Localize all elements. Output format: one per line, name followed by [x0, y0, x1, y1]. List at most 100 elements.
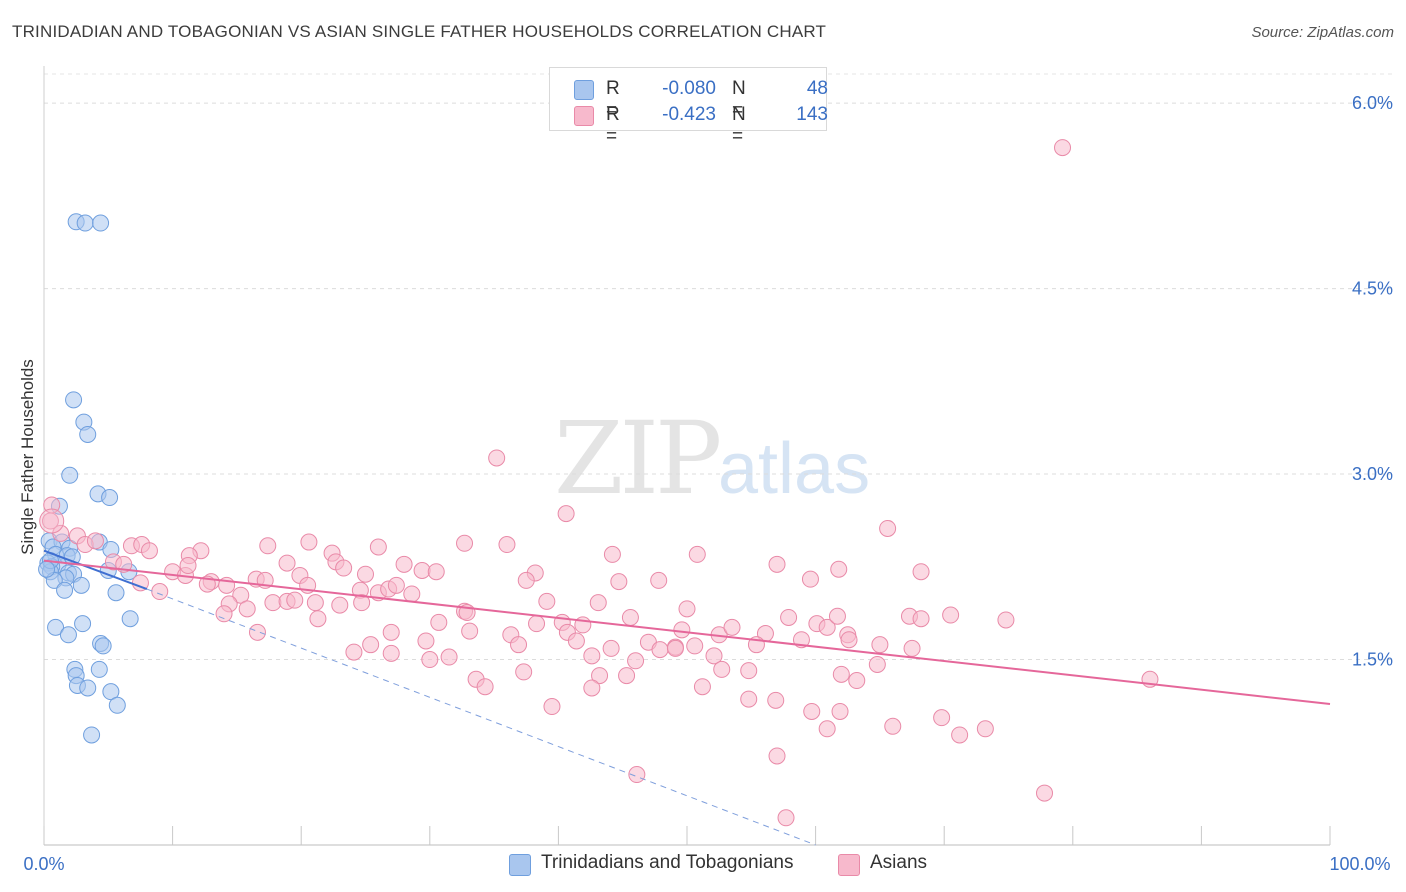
asian-point	[362, 636, 380, 654]
watermark-zip: ZIP	[554, 400, 722, 517]
asian-point	[300, 533, 318, 551]
asian-point	[767, 691, 785, 709]
asian-point	[421, 651, 439, 669]
asian-point	[591, 667, 609, 685]
legend-n-label: N =	[732, 78, 746, 121]
series-swatch-trinidadians	[509, 854, 531, 876]
asian-point	[651, 641, 669, 659]
asian-point	[357, 565, 374, 583]
y-tick-label: 1.5%	[1352, 650, 1393, 670]
asian-point	[831, 702, 849, 720]
asian-point	[688, 545, 706, 563]
asian-point	[517, 571, 535, 589]
asian-point	[286, 591, 304, 609]
legend-n-value-trinidadians: 48	[806, 78, 828, 99]
trinidadian-point	[83, 726, 101, 744]
asian-point	[382, 644, 400, 662]
trinidadian-point	[92, 214, 110, 232]
trinidadian-point	[107, 584, 125, 602]
trinidadian-point	[79, 679, 97, 697]
asian-point	[413, 561, 431, 579]
asian-point	[610, 573, 628, 591]
asian-point	[140, 542, 158, 560]
trinidadian-point	[101, 489, 119, 507]
chart-title: TRINIDADIAN AND TOBAGONIAN VS ASIAN SING…	[12, 22, 827, 41]
asian-point	[1036, 784, 1054, 802]
asian-point	[382, 623, 400, 641]
trinidadian-point	[59, 626, 77, 644]
asian-point	[309, 610, 327, 628]
asian-point	[430, 613, 448, 631]
asian-point	[278, 554, 296, 572]
asian-point	[583, 679, 601, 697]
trinidadian-point	[65, 391, 83, 409]
trinidadian-point	[74, 615, 92, 633]
asian-point-cluster	[39, 508, 65, 534]
series-swatch-asians	[838, 854, 860, 876]
asian-point	[259, 537, 277, 555]
asian-point	[705, 647, 723, 665]
legend-r-value-asians: -0.423	[662, 104, 716, 125]
x-tick-label: 100.0%	[1329, 854, 1390, 874]
asian-point	[306, 594, 324, 612]
trinidadian-point	[72, 576, 90, 594]
asian-point	[801, 570, 819, 588]
trinidadian-point	[79, 425, 97, 443]
asian-point	[456, 534, 474, 552]
asian-point	[488, 449, 506, 467]
legend-r-value-trinidadians: -0.080	[662, 78, 716, 99]
asian-point	[830, 560, 848, 578]
asian-point	[395, 555, 413, 573]
asian-point	[777, 809, 795, 827]
asian-point	[840, 631, 858, 649]
asian-point	[476, 678, 494, 696]
asian-point	[461, 622, 479, 640]
asian-point	[331, 596, 349, 614]
asian-trend-line	[43, 559, 1331, 706]
legend-r-label: R =	[606, 104, 620, 147]
trinidadian-trend-line	[146, 588, 816, 846]
asian-point	[621, 608, 639, 626]
asian-point	[515, 663, 533, 681]
asian-point	[353, 594, 371, 612]
asian-point	[818, 618, 836, 636]
asian-point	[828, 607, 846, 625]
legend-n-value-asians: 143	[796, 104, 828, 125]
y-tick-label: 3.0%	[1352, 464, 1393, 484]
asian-point	[440, 648, 458, 666]
asian-point	[780, 608, 798, 626]
asian-point	[832, 665, 850, 683]
legend-swatch-asians	[574, 106, 594, 126]
asian-point	[884, 717, 902, 735]
asian-point	[673, 621, 691, 639]
asian-point	[650, 571, 668, 589]
asian-point	[86, 532, 104, 550]
asian-point	[557, 505, 575, 523]
trinidadian-trend-line	[43, 549, 148, 590]
asian-point	[942, 606, 960, 624]
asian-point	[933, 709, 951, 727]
trinidadian-point	[61, 466, 79, 484]
trinidadian-point	[56, 581, 74, 599]
trinidadian-point	[47, 618, 65, 636]
asian-point	[345, 643, 363, 661]
asian-point	[768, 555, 786, 573]
y-tick-label: 4.5%	[1352, 279, 1393, 299]
asian-point	[538, 592, 556, 610]
trinidadian-point	[102, 683, 120, 701]
asian-point	[403, 585, 421, 603]
asian-point	[589, 594, 607, 612]
asian-point	[903, 639, 921, 657]
series-legend: Trinidadians and Tobagonians Asians	[0, 852, 1406, 878]
asian-point	[740, 690, 758, 708]
asian-point	[417, 632, 435, 650]
asian-point	[528, 615, 546, 633]
asian-point	[335, 559, 353, 577]
watermark-atlas: atlas	[718, 429, 871, 509]
trinidadian-point	[63, 548, 81, 566]
legend-n-label: N =	[732, 104, 746, 147]
asian-point	[179, 557, 197, 575]
trinidadian-point	[108, 696, 126, 714]
asian-point	[627, 652, 645, 670]
